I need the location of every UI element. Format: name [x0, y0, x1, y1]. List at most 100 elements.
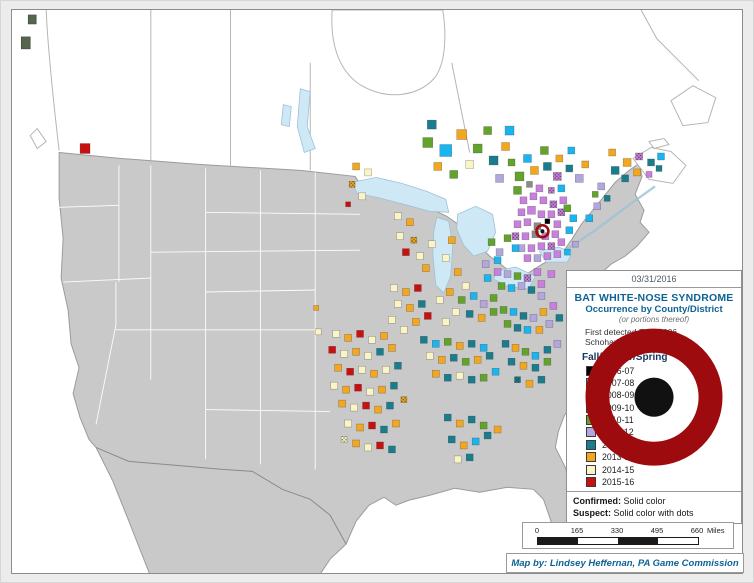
county-marker	[432, 369, 440, 378]
county-marker	[390, 284, 398, 292]
county-marker	[565, 164, 574, 173]
legend-label: 2015-16	[602, 477, 635, 488]
county-marker	[394, 212, 402, 221]
county-marker	[467, 340, 476, 348]
county-marker	[368, 421, 376, 430]
county-marker-dots	[549, 200, 557, 208]
county-marker-dots	[349, 181, 356, 188]
county-marker	[368, 336, 376, 344]
county-marker	[406, 218, 414, 226]
county-marker-dots	[523, 274, 531, 282]
map-subtitle: Occurrence by County/District	[585, 304, 723, 315]
county-marker	[422, 137, 434, 148]
county-marker	[392, 419, 400, 428]
county-marker	[370, 369, 378, 378]
scale-bar-segment	[658, 538, 698, 544]
state-lines	[59, 165, 361, 470]
county-marker	[465, 310, 474, 318]
scale-tick-label: 0	[534, 526, 540, 535]
county-marker	[477, 314, 486, 322]
lake-manitoba	[280, 104, 292, 128]
county-marker	[465, 453, 474, 462]
county-marker	[455, 371, 464, 380]
attribution-text: Map by: Lindsey Heffernan, PA Game Commi…	[511, 557, 739, 569]
county-marker	[565, 226, 574, 234]
lake-superior	[351, 176, 450, 213]
county-marker	[545, 320, 554, 328]
county-marker	[457, 296, 466, 304]
county-marker	[461, 358, 470, 366]
county-marker	[366, 387, 374, 396]
county-marker	[344, 419, 352, 428]
county-marker	[340, 350, 348, 358]
county-marker	[350, 403, 358, 412]
county-marker	[513, 186, 522, 195]
county-marker	[657, 152, 665, 161]
county-marker	[427, 119, 437, 130]
county-marker	[400, 326, 408, 334]
county-marker	[507, 158, 516, 167]
county-marker	[376, 441, 384, 450]
county-marker	[489, 308, 498, 316]
county-marker	[364, 168, 372, 177]
scale-tick-label: 660	[690, 526, 704, 535]
county-marker	[314, 328, 322, 336]
county-marker	[488, 155, 499, 166]
county-marker	[539, 196, 548, 205]
county-marker	[364, 443, 372, 452]
county-marker	[519, 196, 528, 205]
county-marker	[514, 171, 525, 182]
county-marker	[551, 230, 560, 238]
county-marker	[495, 248, 504, 256]
county-marker	[493, 425, 502, 434]
county-marker	[503, 270, 512, 278]
county-marker	[447, 435, 456, 444]
county-marker	[328, 346, 336, 354]
county-marker	[553, 340, 562, 348]
county-marker	[523, 154, 532, 163]
county-marker	[511, 344, 520, 352]
county-marker	[479, 300, 488, 308]
county-marker	[394, 361, 402, 370]
scale-bar-segment	[578, 538, 618, 544]
county-marker-dots	[341, 436, 348, 443]
county-marker	[547, 210, 556, 219]
county-marker	[394, 300, 402, 308]
county-marker	[438, 356, 446, 364]
county-markers	[79, 119, 665, 464]
county-marker	[469, 292, 478, 300]
county-marker	[647, 158, 655, 167]
hudson-bay	[331, 10, 446, 96]
map-title: BAT WHITE-NOSE SYNDROME	[574, 292, 734, 304]
county-marker	[523, 218, 532, 226]
county-marker	[533, 268, 542, 276]
county-marker	[557, 238, 566, 246]
county-marker	[555, 314, 564, 322]
county-marker	[504, 125, 515, 136]
county-marker	[455, 342, 464, 350]
county-marker	[591, 191, 599, 198]
county-marker	[533, 254, 542, 262]
county-marker	[503, 320, 512, 328]
scale-labels: 0 165 330 495 660	[534, 526, 727, 535]
scale-bar-segment	[618, 538, 658, 544]
lake-winnipeg	[296, 88, 316, 154]
county-marker	[420, 336, 428, 344]
county-marker	[581, 160, 589, 169]
county-marker-dots	[400, 396, 407, 403]
county-marker	[555, 154, 564, 163]
county-marker	[453, 268, 462, 276]
county-marker	[472, 143, 483, 154]
county-marker	[523, 254, 532, 262]
county-marker	[572, 240, 579, 248]
scale-bar-graphic	[537, 537, 699, 545]
county-marker	[529, 192, 538, 201]
county-marker	[529, 314, 538, 322]
scale-tick-label: 495	[650, 526, 664, 535]
county-marker	[547, 270, 556, 278]
county-marker	[563, 204, 572, 213]
county-marker	[622, 158, 632, 167]
county-marker	[402, 288, 410, 296]
county-marker	[380, 425, 388, 434]
county-marker	[525, 379, 534, 388]
